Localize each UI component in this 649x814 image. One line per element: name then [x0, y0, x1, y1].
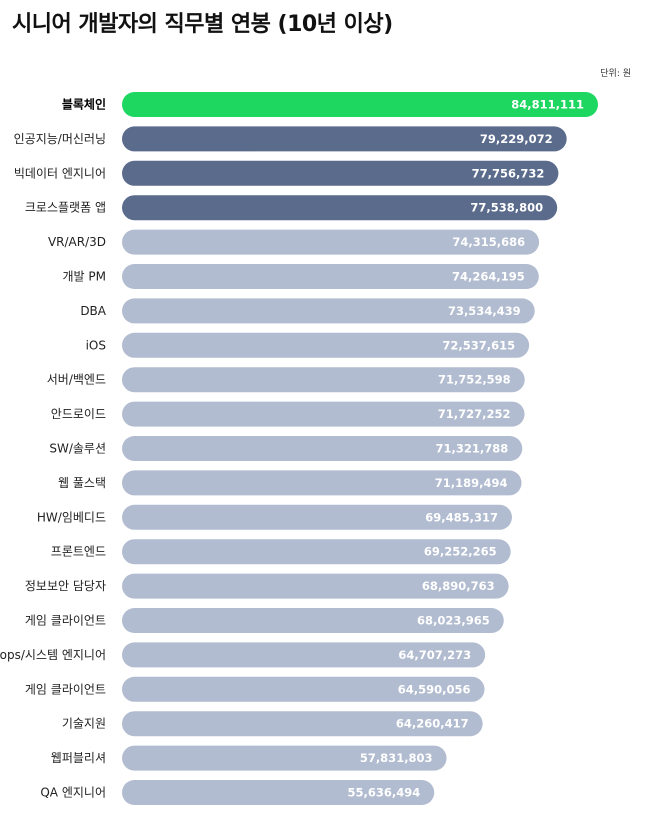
category-label: 게임 클라이언트 — [25, 614, 106, 628]
category-label: 게임 클라이언트 — [25, 682, 106, 696]
category-label: 인공지능/머신러닝 — [14, 132, 106, 146]
bar — [122, 195, 558, 221]
bar — [122, 401, 525, 427]
category-label: 정보보안 담당자 — [25, 579, 106, 593]
value-label: 57,831,803 — [360, 751, 433, 765]
value-label: 64,590,056 — [398, 682, 471, 696]
category-label: 웹퍼블리셔 — [51, 751, 106, 765]
category-label: ops/시스템 엔지니어 — [0, 648, 106, 662]
value-label: 74,315,686 — [452, 235, 525, 249]
category-label: 개발 PM — [63, 270, 107, 284]
bar — [122, 504, 512, 530]
bar — [122, 470, 522, 496]
category-label: 크로스플랫폼 앱 — [25, 201, 106, 215]
bar — [122, 745, 447, 771]
category-label: 빅데이터 엔지니어 — [14, 166, 106, 180]
category-label: 기술지원 — [62, 717, 106, 731]
bar — [122, 126, 567, 152]
value-label: 71,727,252 — [438, 407, 511, 421]
category-label: HW/임베디드 — [37, 510, 106, 524]
value-label: 77,756,732 — [472, 166, 545, 180]
bar — [122, 229, 540, 255]
value-label: 68,023,965 — [417, 614, 490, 628]
category-label: SW/솔루션 — [49, 442, 106, 456]
category-label: 웹 풀스택 — [58, 476, 106, 490]
value-label: 68,890,763 — [422, 579, 495, 593]
value-label: 55,636,494 — [347, 786, 420, 800]
bar — [122, 711, 483, 737]
bar — [122, 332, 530, 358]
category-label: QA 엔지니어 — [40, 786, 106, 800]
category-label: iOS — [86, 338, 106, 352]
value-label: 71,189,494 — [435, 476, 508, 490]
category-label: DBA — [80, 304, 106, 318]
value-label: 71,321,788 — [436, 442, 509, 456]
value-label: 69,252,265 — [424, 545, 497, 559]
value-label: 84,811,111 — [511, 98, 584, 112]
value-label: 71,752,598 — [438, 373, 511, 387]
value-label: 72,537,615 — [442, 338, 515, 352]
bar — [122, 436, 523, 461]
value-label: 69,485,317 — [425, 510, 498, 524]
bar — [122, 539, 511, 565]
category-label: 안드로이드 — [51, 407, 106, 421]
category-label: 프론트엔드 — [51, 545, 106, 559]
value-label: 64,707,273 — [398, 648, 471, 662]
bar — [122, 642, 486, 668]
bar — [122, 608, 504, 633]
category-label: VR/AR/3D — [48, 235, 106, 249]
bar — [122, 264, 539, 289]
value-label: 74,264,195 — [452, 270, 525, 284]
value-label: 77,538,800 — [470, 201, 543, 215]
bar — [122, 92, 598, 117]
bar — [122, 298, 535, 324]
bar — [122, 573, 509, 599]
value-label: 64,260,417 — [396, 717, 469, 731]
category-label: 블록체인 — [62, 97, 106, 112]
bar — [122, 367, 525, 393]
value-label: 73,534,439 — [448, 304, 521, 318]
category-label: 서버/백엔드 — [47, 373, 106, 387]
value-label: 79,229,072 — [480, 132, 553, 146]
bar — [122, 160, 559, 186]
bar — [122, 780, 435, 805]
chart-title: 시니어 개발자의 직무별 연봉 (10년 이상) — [12, 12, 393, 37]
bar — [122, 676, 485, 702]
unit-label: 단위: 원 — [600, 69, 631, 79]
